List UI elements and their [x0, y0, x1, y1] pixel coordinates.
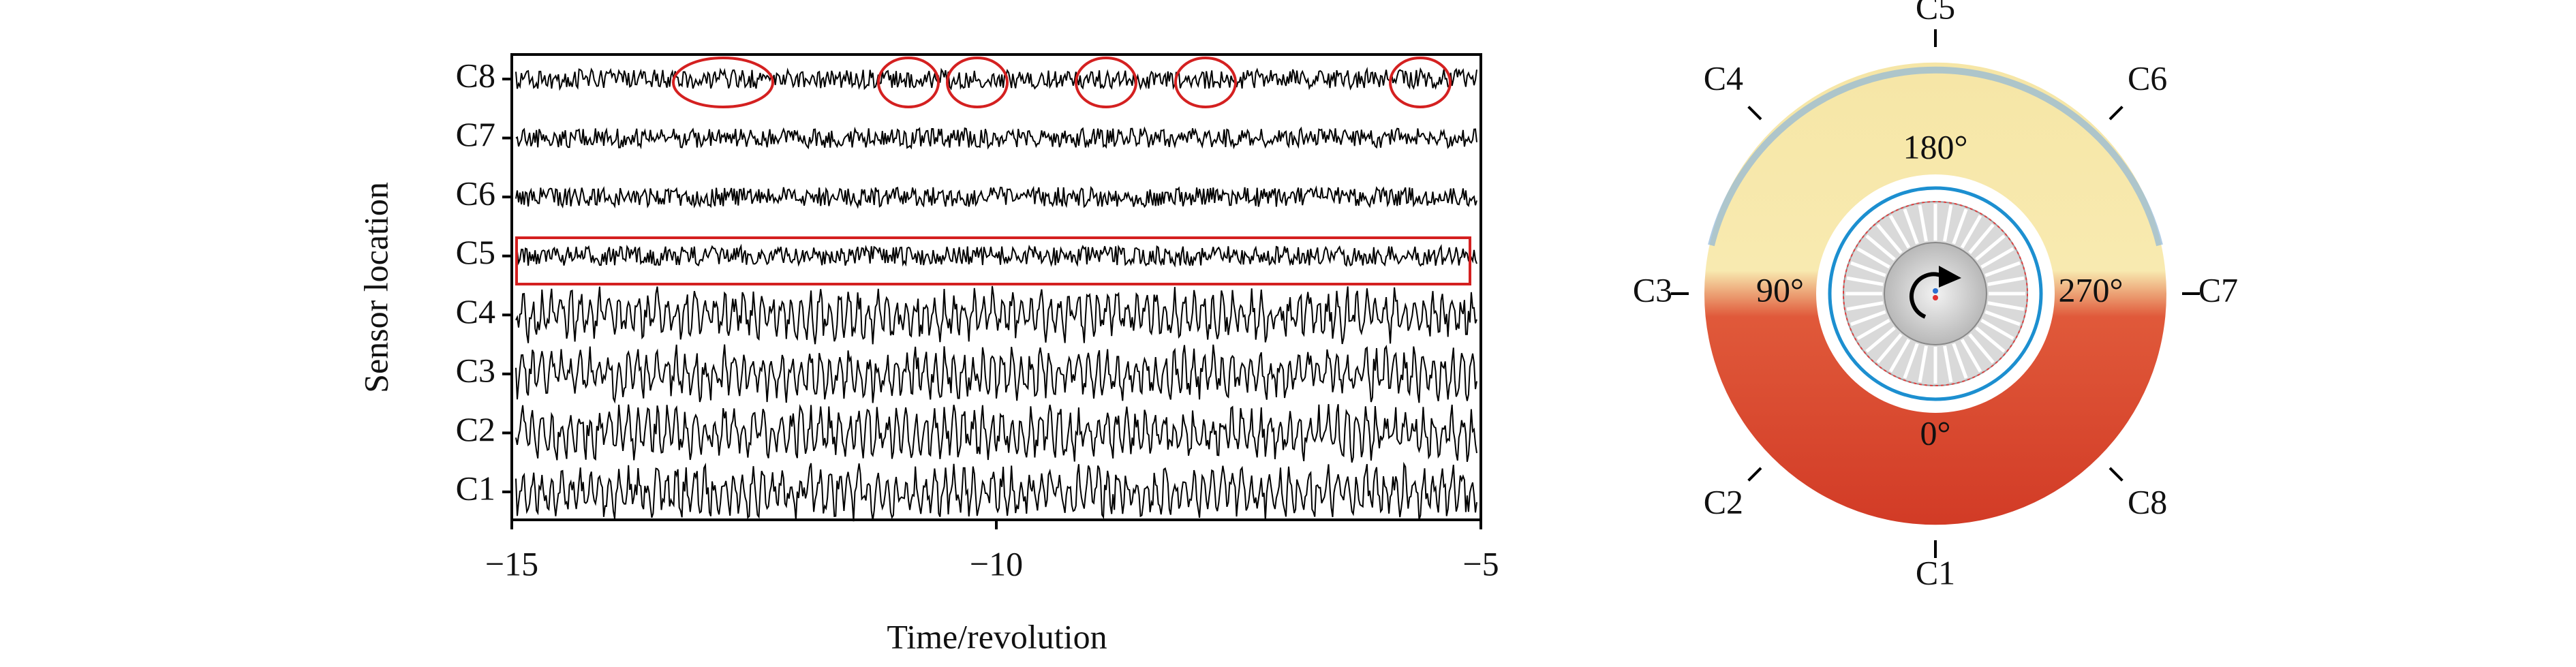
signal-trace: [515, 344, 1477, 404]
blade: [1856, 247, 1890, 269]
blade: [1903, 208, 1919, 245]
blade: [1856, 318, 1890, 341]
sensor-label: C5: [1916, 0, 1955, 26]
highlight-ellipse: [1174, 57, 1237, 108]
sensor-label: C6: [2128, 59, 2167, 97]
blade: [1943, 204, 1953, 242]
highlight-ellipse: [672, 57, 774, 108]
y-tick-label: C3: [456, 351, 495, 389]
casing-circle: [1828, 186, 2043, 401]
highlight-box: [515, 236, 1471, 285]
blades: [1845, 204, 2025, 384]
y-tick-label: C7: [456, 115, 495, 153]
blade: [1980, 318, 2014, 341]
blade: [1850, 261, 1886, 277]
signal-trace: [515, 126, 1477, 150]
x-tick-label: −15: [485, 544, 538, 583]
blade: [1888, 339, 1911, 373]
highlight-ellipse: [877, 57, 940, 108]
rotation-arrow: [1910, 272, 1944, 319]
blade: [1984, 310, 2021, 326]
ring-edge: [1708, 66, 2163, 247]
annotations: [515, 57, 1471, 285]
signal-trace: [515, 403, 1477, 463]
blade: [1876, 223, 1903, 254]
blade: [1918, 345, 1928, 383]
blade: [1850, 310, 1886, 326]
blade: [1975, 234, 2006, 261]
blade: [1918, 204, 1928, 242]
sensor-label: C7: [2198, 270, 2238, 309]
sensor-label: C3: [1633, 270, 1672, 309]
blade: [1865, 326, 1896, 353]
blade: [1987, 301, 2025, 311]
blade: [1952, 208, 1968, 245]
blade: [1876, 333, 1903, 364]
y-tick-label: C4: [456, 292, 495, 330]
blade: [1846, 276, 1884, 286]
blade: [1888, 215, 1911, 249]
x-axis-label: Time/revolution: [887, 617, 1107, 655]
signal-trace: [515, 461, 1477, 522]
blade: [1968, 223, 1995, 254]
x-tick-label: −5: [1462, 544, 1499, 583]
blade: [1865, 234, 1896, 261]
signal-trace: [515, 67, 1477, 91]
center-dot: [1933, 295, 1938, 300]
signal-trace: [515, 243, 1477, 268]
signal-trace: [515, 185, 1477, 209]
sensor-tick: [2109, 467, 2123, 482]
y-tick-label: C6: [456, 174, 495, 213]
sensor-label: C4: [1704, 59, 1743, 97]
sensor-tick: [1747, 106, 1762, 121]
blade: [1975, 326, 2006, 353]
blade: [1846, 301, 1884, 311]
y-axis-label: Sensor location: [356, 182, 395, 393]
blade: [1952, 343, 1968, 379]
sensor-tick: [1747, 467, 1762, 482]
angle-label: 90°: [1756, 270, 1804, 309]
y-tick-label: C1: [456, 469, 495, 507]
rotor-tip: [1843, 201, 2028, 386]
sensor-label: C2: [1704, 483, 1743, 521]
blade: [1960, 215, 1982, 249]
blade: [1968, 333, 1995, 364]
y-tick-label: C2: [456, 410, 495, 448]
sensor-label: C8: [2128, 483, 2167, 521]
y-tick-label: C8: [456, 56, 495, 94]
center-dot: [1933, 288, 1938, 294]
traces: [515, 67, 1477, 522]
angle-label: 270°: [2059, 270, 2123, 309]
x-tick-label: −10: [970, 544, 1023, 583]
highlight-ellipse: [1075, 57, 1137, 108]
blade: [1984, 261, 2021, 277]
rotation-arrowhead: [1939, 266, 1961, 288]
blade: [1980, 247, 2014, 269]
ring-diagram: [1704, 62, 2167, 525]
sensor-label: C1: [1916, 553, 1955, 591]
blade: [1943, 345, 1953, 383]
highlight-ellipse: [946, 57, 1009, 108]
highlight-ellipse: [1389, 57, 1452, 108]
signal-trace: [515, 285, 1477, 345]
y-tick-label: C5: [456, 233, 495, 271]
blade: [1987, 276, 2025, 286]
blade: [1960, 339, 1982, 373]
sensor-tick: [2109, 106, 2123, 121]
angle-label: 180°: [1903, 127, 1968, 166]
pressure-ring: [1704, 62, 2167, 525]
angle-label: 0°: [1920, 414, 1951, 452]
blade: [1903, 343, 1919, 379]
